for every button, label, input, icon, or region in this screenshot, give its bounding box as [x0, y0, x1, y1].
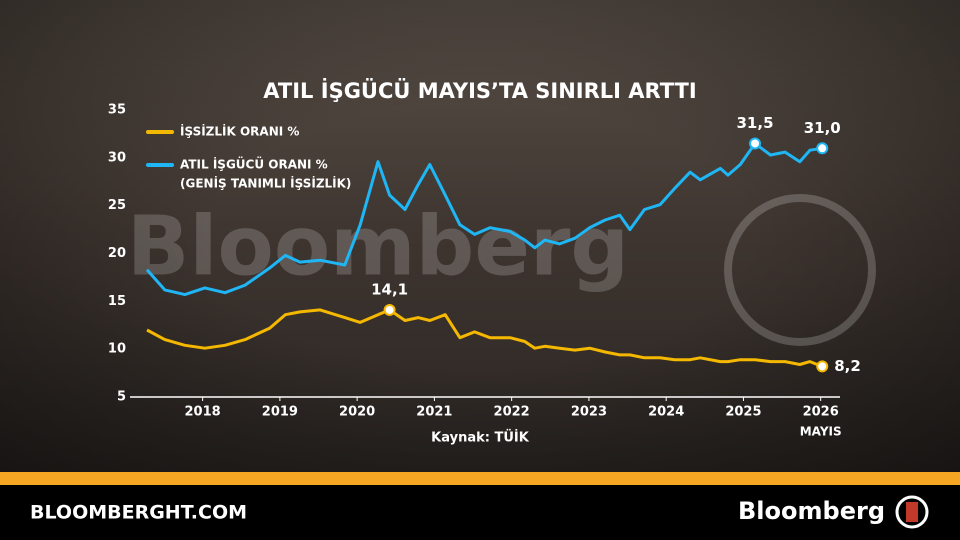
y-tick-label: 30	[108, 150, 126, 165]
background-vignette	[0, 0, 960, 472]
footer-logo	[895, 495, 929, 529]
value-label: 31,5	[737, 114, 774, 132]
highlight-point	[749, 137, 762, 150]
chart-title: ATIL İŞGÜCÜ MAYIS’TA SINIRLI ARTTI	[263, 78, 696, 103]
y-tick-label: 35	[108, 103, 126, 118]
x-tick-label: 2024	[648, 405, 684, 420]
y-tick-label: 5	[117, 390, 126, 405]
y-tick-label: 25	[108, 198, 126, 213]
x-tick-label: 2023	[571, 405, 607, 420]
footer-site: BLOOMBERGHT.COM	[30, 502, 247, 524]
footer-logo-mark	[906, 502, 918, 522]
x-last-note: MAYIS	[800, 425, 842, 439]
value-label: 31,0	[804, 119, 841, 137]
series-line	[146, 308, 823, 368]
series-line	[145, 142, 823, 297]
x-tick-label: 2020	[339, 405, 375, 420]
x-tick-label: 2025	[725, 405, 761, 420]
legend-note: (GENİŞ TANIMLI İŞSİZLİK)	[180, 176, 351, 191]
y-tick-label: 20	[108, 246, 126, 261]
x-tick-label: 2019	[262, 405, 298, 420]
watermark: Bloomberg	[127, 199, 629, 294]
footer-stripe	[0, 472, 960, 485]
x-tick-label: 2022	[494, 405, 530, 420]
highlight-point	[383, 303, 396, 316]
watermark-logo	[724, 194, 876, 346]
value-label: 14,1	[371, 280, 408, 298]
legend-label: İŞSİZLİK ORANI %	[180, 124, 299, 139]
x-tick-label: 2021	[416, 405, 452, 420]
footer-bar	[0, 485, 960, 540]
y-tick-label: 15	[108, 294, 126, 309]
x-tick-label: 2018	[185, 405, 221, 420]
highlight-point	[816, 360, 829, 373]
highlight-point	[816, 142, 829, 155]
y-tick-label: 10	[108, 342, 126, 357]
x-tick-label: 2026	[803, 405, 839, 420]
value-label: 8,2	[834, 357, 861, 375]
source: Kaynak: TÜİK	[431, 430, 530, 446]
footer-brand: Bloomberg	[738, 497, 885, 525]
legend-label: ATIL İŞGÜCÜ ORANI %	[180, 157, 328, 172]
